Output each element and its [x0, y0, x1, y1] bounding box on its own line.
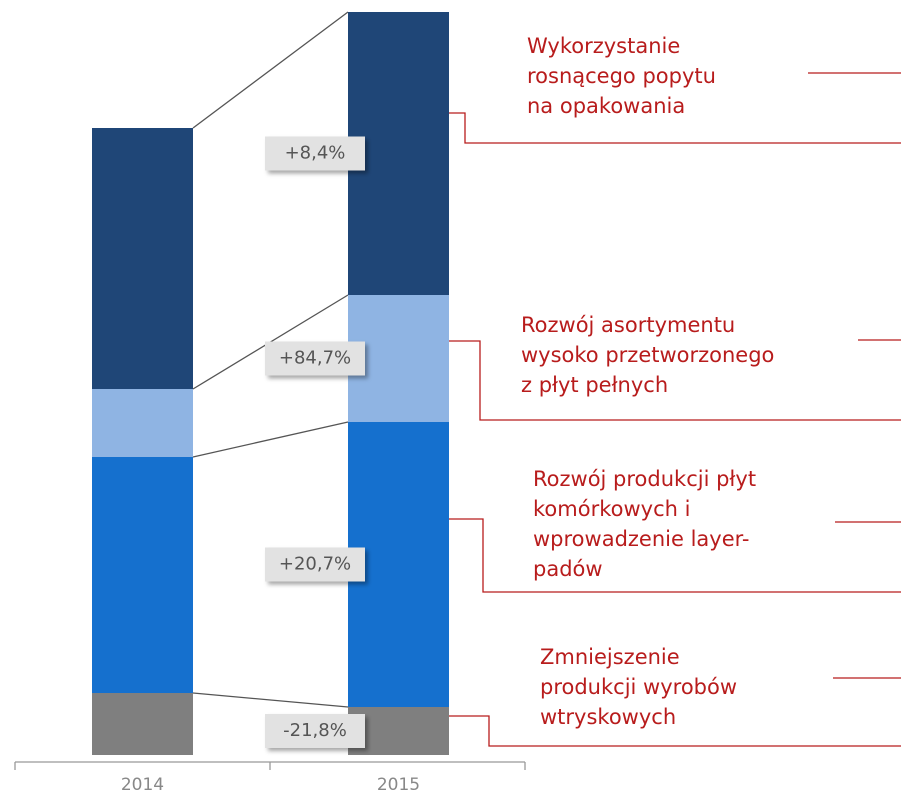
annotation: padów — [533, 557, 603, 581]
x-tick-label: 2014 — [121, 775, 164, 795]
leader-line — [449, 340, 901, 421]
change-label: +8,4% — [285, 143, 346, 164]
change-label: +84,7% — [279, 348, 351, 369]
bar-segment — [92, 457, 193, 693]
bar-segment — [92, 693, 193, 755]
leader-line — [449, 112, 901, 144]
leader-line — [449, 715, 901, 747]
change-box — [265, 714, 365, 748]
annotation: wysoko przetworzonego — [521, 343, 774, 367]
annotation: rosnącego popytu — [527, 64, 716, 88]
change-label: -21,8% — [283, 720, 347, 741]
leader-line — [449, 518, 901, 593]
annotation: na opakowania — [527, 94, 685, 118]
annotation: produkcji wyrobów — [540, 675, 737, 699]
annotation: wprowadzenie layer- — [533, 527, 750, 551]
x-tick-label: 2015 — [377, 775, 420, 795]
bar-segment — [92, 128, 193, 389]
annotation: Rozwój asortymentu — [521, 313, 735, 337]
change-label: +20,7% — [279, 554, 351, 575]
connector — [192, 11, 349, 129]
annotation: z płyt pełnych — [521, 373, 668, 397]
annotation: Zmniejszenie — [540, 645, 680, 669]
annotation: komórkowych i — [533, 497, 690, 521]
annotation: Rozwój produkcji płyt — [533, 467, 756, 491]
connector — [192, 421, 349, 458]
annotation: Wykorzystanie — [527, 34, 680, 58]
connector — [192, 692, 349, 708]
change-box — [265, 547, 365, 582]
annotation: wtryskowych — [540, 705, 676, 729]
bar-segment — [92, 389, 193, 457]
change-box — [265, 136, 365, 171]
change-box — [265, 341, 365, 376]
